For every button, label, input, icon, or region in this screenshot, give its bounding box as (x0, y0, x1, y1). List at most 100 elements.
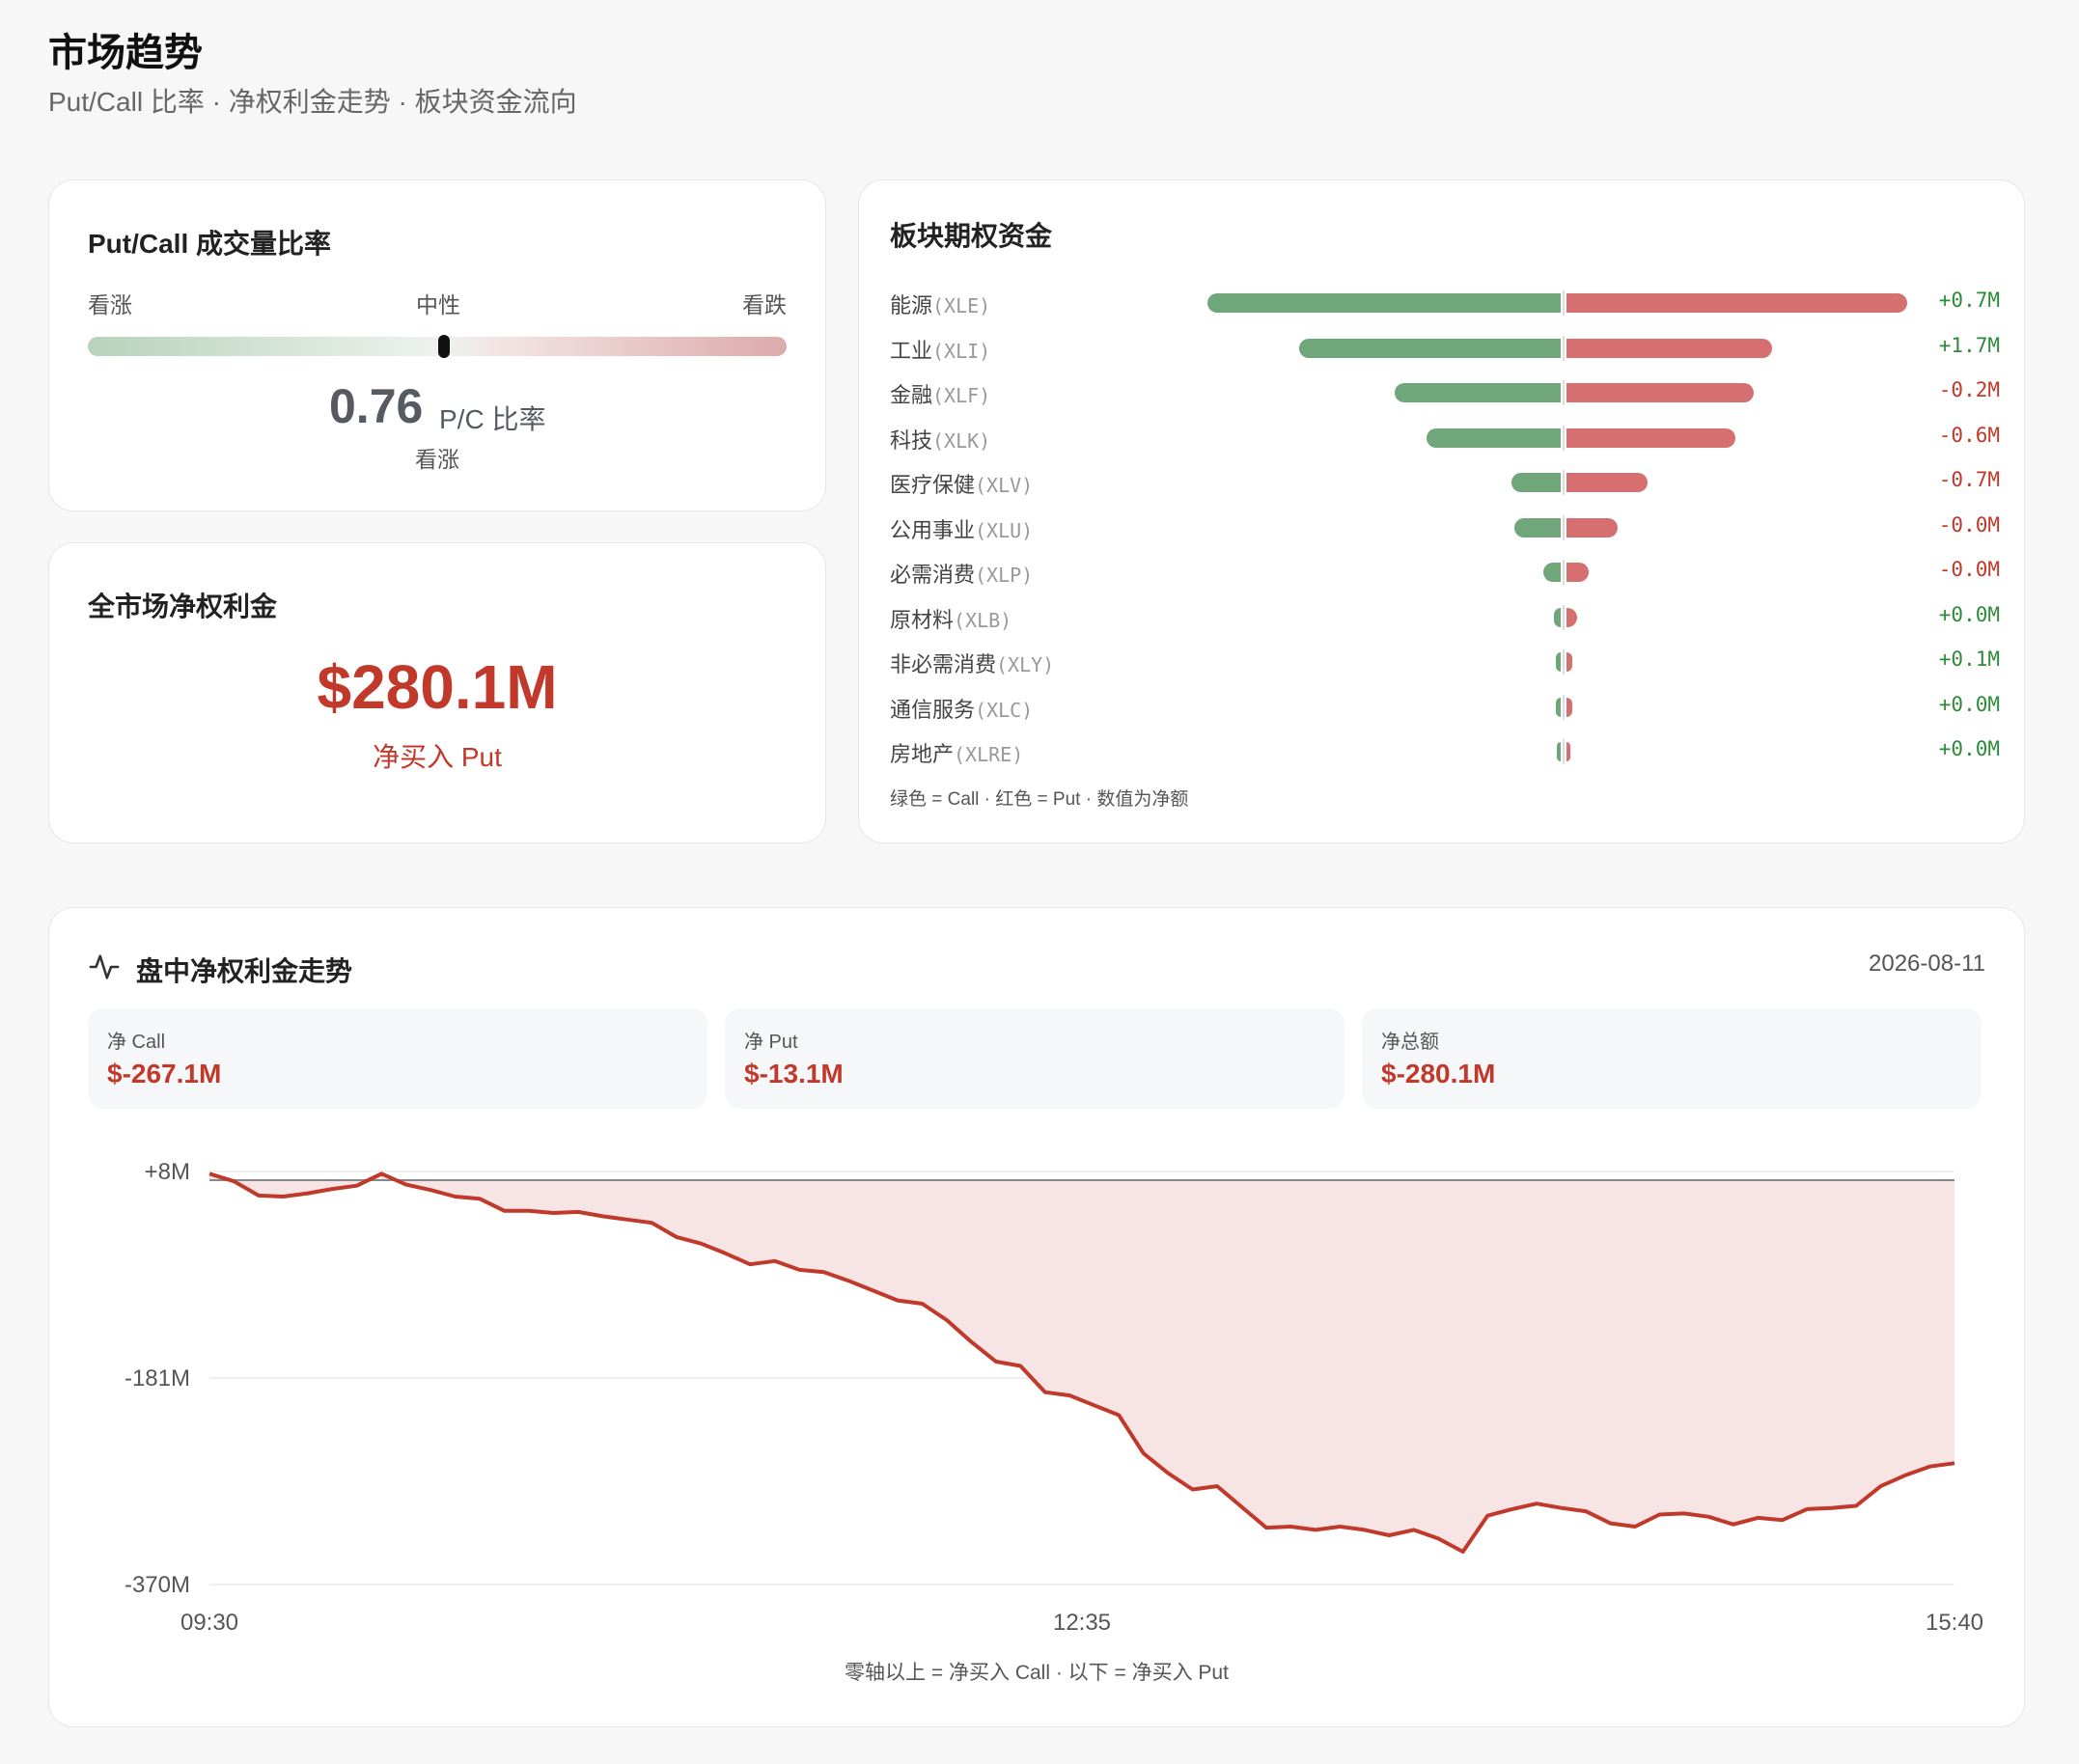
sector-call-bar (1299, 338, 1561, 358)
sector-row: 工业(XLI) +1.7M (890, 334, 2000, 363)
sector-divider (1563, 335, 1565, 361)
stat-net-call: 净 Call $-267.1M (88, 1008, 707, 1109)
sector-net-value: +0.0M (1938, 602, 2000, 626)
sector-net-value: +0.7M (1938, 289, 2000, 312)
gauge-label-bearish: 看跌 (742, 292, 787, 317)
net-premium-status: 净买入 Put (373, 742, 502, 772)
sector-flow-title: 板块期权资金 (890, 221, 1053, 251)
stat-value: $-13.1M (744, 1059, 844, 1089)
net-premium-value: $280.1M (317, 652, 558, 722)
sector-row: 公用事业(XLU) -0.0M (890, 513, 2000, 542)
stat-net-put: 净 Put $-13.1M (725, 1008, 1344, 1109)
x-tick-label: 15:40 (1926, 1610, 1983, 1636)
sector-call-bar (1207, 293, 1561, 313)
trend-note: 零轴以上 = 净买入 Call · 以下 = 净买入 Put (845, 1662, 1229, 1684)
sector-put-bar (1566, 293, 1908, 313)
series-line (208, 1171, 1955, 1554)
y-tick-label: -181M (125, 1365, 190, 1392)
sector-row: 必需消费(XLP) -0.0M (890, 558, 2000, 587)
sector-net-value: +0.0M (1938, 692, 2000, 716)
sector-flow-card: 板块期权资金 能源(XLE) +0.7M 工业(XLI) +1.7M 金融(XLF) -0… (858, 179, 2025, 843)
sector-net-value: -0.7M (1938, 468, 2000, 491)
sector-put-bar (1566, 473, 1648, 492)
sector-name: 必需消费(XLP) (890, 558, 1033, 589)
sector-call-bar (1426, 427, 1561, 448)
sector-row: 非必需消费(XLY) +0.1M (890, 648, 2000, 676)
sector-ticker: (XLC) (975, 698, 1034, 722)
sector-row: 科技(XLK) -0.6M (890, 424, 2000, 453)
sector-divider (1563, 649, 1565, 675)
sector-divider (1563, 470, 1565, 495)
sector-name: 通信服务(XLC) (890, 693, 1033, 724)
page-title: 市场趋势 (48, 32, 203, 74)
gauge-label-neutral: 中性 (416, 292, 460, 317)
net-premium-title: 全市场净权利金 (88, 592, 278, 621)
intraday-trend-card: 盘中净权利金走势 2026-08-11 净 Call $-267.1M 净 Pu… (48, 907, 2025, 1727)
sector-ticker: (XLE) (932, 294, 991, 317)
sector-name: 金融(XLF) (890, 378, 990, 409)
sector-divider (1563, 514, 1565, 540)
pc-gauge-bar (88, 337, 787, 356)
sector-net-value: +1.7M (1938, 333, 2000, 357)
page-subtitle: Put/Call 比率 · 净权利金走势 · 板块资金流向 (48, 87, 577, 117)
pc-ratio-unit: P/C 比率 (439, 404, 546, 434)
sector-divider (1563, 380, 1565, 405)
sector-ticker: (XLRE) (954, 743, 1024, 766)
sector-put-bar (1566, 697, 1572, 717)
activity-pulse-icon (89, 954, 120, 979)
y-tick-label: +8M (145, 1159, 190, 1185)
trend-date: 2026-08-11 (1869, 951, 1985, 977)
sector-put-bar (1566, 607, 1578, 627)
stat-label: 净 Call (107, 1032, 166, 1053)
sector-name: 原材料(XLB) (890, 603, 1012, 634)
sector-divider (1563, 694, 1565, 720)
sector-name: 医疗保健(XLV) (890, 468, 1033, 499)
sector-ticker: (XLB) (954, 608, 1012, 632)
sector-call-bar (1555, 697, 1561, 717)
sector-net-value: +0.1M (1938, 648, 2000, 671)
sector-label: 必需消费 (890, 563, 976, 587)
x-tick-label: 12:35 (1053, 1610, 1111, 1636)
sector-ticker: (XLP) (975, 564, 1034, 587)
sector-ticker: (XLV) (975, 474, 1034, 497)
sector-row: 医疗保健(XLV) -0.7M (890, 468, 2000, 497)
pc-ratio-card: Put/Call 成交量比率 看涨 中性 看跌 0.76 P/C 比率 看涨 (48, 179, 826, 511)
stat-value: $-280.1M (1381, 1059, 1496, 1089)
sector-net-value: +0.0M (1938, 737, 2000, 760)
sector-label: 通信服务 (890, 697, 976, 722)
sector-name: 房地产(XLRE) (890, 737, 1023, 768)
sector-label: 医疗保健 (890, 473, 976, 497)
sector-row: 原材料(XLB) +0.0M (890, 603, 2000, 632)
sector-ticker: (XLU) (975, 518, 1034, 542)
stat-net-total: 净总额 $-280.1M (1362, 1008, 1982, 1109)
sector-row: 房地产(XLRE) +0.0M (890, 737, 2000, 766)
sector-call-bar (1394, 383, 1561, 402)
sector-row: 能源(XLE) +0.7M (890, 289, 2000, 317)
x-tick-label: 09:30 (180, 1610, 238, 1636)
stat-label: 净总额 (1381, 1032, 1439, 1053)
sector-row: 通信服务(XLC) +0.0M (890, 693, 2000, 722)
sector-label: 科技 (890, 427, 933, 453)
sector-ticker: (XLF) (932, 384, 991, 407)
sector-net-value: -0.0M (1938, 558, 2000, 581)
sector-name: 非必需消费(XLY) (890, 648, 1054, 678)
sector-divider (1563, 560, 1565, 585)
pc-ratio-title: Put/Call 成交量比率 (88, 229, 332, 259)
sector-call-bar (1557, 742, 1561, 761)
sector-call-bar (1511, 473, 1561, 492)
sector-put-bar (1566, 338, 1772, 358)
sector-call-bar (1553, 607, 1561, 627)
sector-ticker: (XLI) (932, 339, 991, 363)
sector-net-value: -0.2M (1938, 378, 2000, 401)
stat-value: $-267.1M (107, 1059, 222, 1089)
sector-call-bar (1555, 652, 1561, 672)
sector-divider (1563, 604, 1565, 630)
intraday-chart: +8M -181M -370M 09:30 12:35 15:40 (125, 1159, 1983, 1636)
sector-label: 工业 (890, 338, 933, 363)
gauge-label-bullish: 看涨 (88, 292, 132, 317)
y-tick-label: -370M (125, 1572, 190, 1598)
pc-ratio-value: 0.76 (329, 379, 424, 433)
sector-name: 工业(XLI) (890, 334, 990, 365)
sector-divider (1563, 739, 1565, 764)
sector-label: 公用事业 (890, 517, 976, 542)
